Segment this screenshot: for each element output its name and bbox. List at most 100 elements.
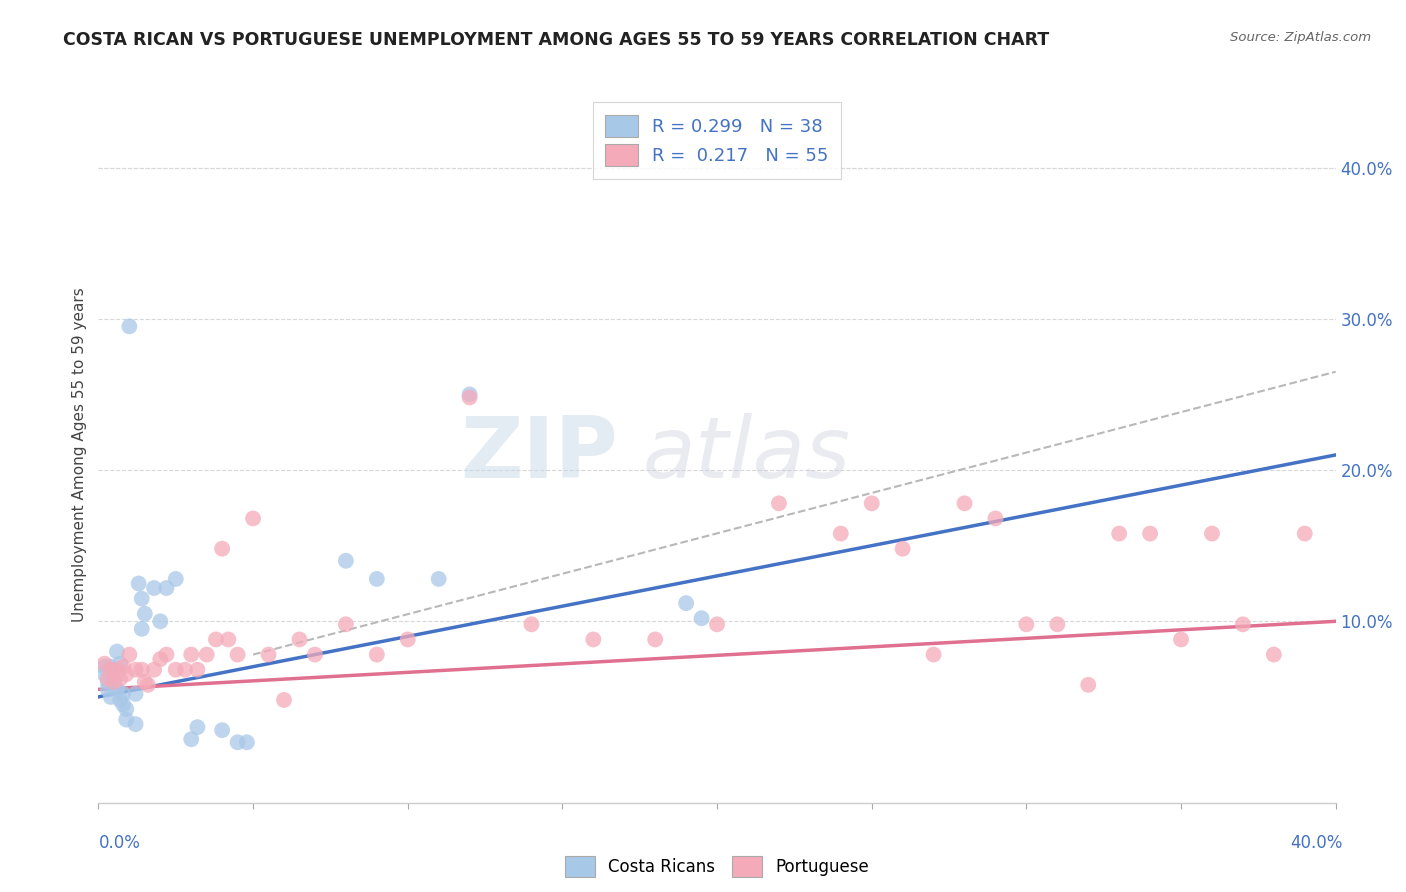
Point xyxy=(1077,678,1099,692)
Point xyxy=(131,591,153,606)
Point xyxy=(1263,648,1285,662)
Point xyxy=(830,526,852,541)
Point xyxy=(1170,632,1192,647)
Point xyxy=(134,607,156,621)
Point xyxy=(205,632,228,647)
Point xyxy=(131,663,153,677)
Point xyxy=(165,572,187,586)
Point xyxy=(335,617,357,632)
Point xyxy=(257,648,280,662)
Point xyxy=(131,622,153,636)
Point xyxy=(124,687,146,701)
Text: atlas: atlas xyxy=(643,413,851,497)
Point xyxy=(115,713,138,727)
Point xyxy=(186,720,208,734)
Point xyxy=(115,667,138,681)
Point xyxy=(180,648,202,662)
Point xyxy=(304,648,326,662)
Point xyxy=(124,717,146,731)
Point xyxy=(149,615,172,629)
Point xyxy=(100,663,122,677)
Point xyxy=(335,554,357,568)
Point xyxy=(93,667,115,681)
Point xyxy=(366,572,388,586)
Point xyxy=(366,648,388,662)
Point xyxy=(97,682,120,697)
Point xyxy=(891,541,914,556)
Point xyxy=(582,632,605,647)
Text: ZIP: ZIP xyxy=(460,413,619,497)
Point xyxy=(103,674,125,689)
Point xyxy=(136,678,159,692)
Point xyxy=(953,496,976,510)
Point xyxy=(97,672,120,686)
Point xyxy=(706,617,728,632)
Point xyxy=(100,659,122,673)
Point xyxy=(288,632,311,647)
Point xyxy=(1232,617,1254,632)
Text: COSTA RICAN VS PORTUGUESE UNEMPLOYMENT AMONG AGES 55 TO 59 YEARS CORRELATION CHA: COSTA RICAN VS PORTUGUESE UNEMPLOYMENT A… xyxy=(63,31,1049,49)
Point xyxy=(195,648,218,662)
Point xyxy=(690,611,713,625)
Text: Source: ZipAtlas.com: Source: ZipAtlas.com xyxy=(1230,31,1371,45)
Point xyxy=(1015,617,1038,632)
Text: 0.0%: 0.0% xyxy=(98,834,141,852)
Point xyxy=(108,672,131,686)
Point xyxy=(427,572,450,586)
Point xyxy=(155,581,177,595)
Point xyxy=(149,652,172,666)
Point xyxy=(242,511,264,525)
Point xyxy=(520,617,543,632)
Point xyxy=(236,735,259,749)
Point xyxy=(644,632,666,647)
Point xyxy=(112,687,135,701)
Point xyxy=(118,648,141,662)
Point xyxy=(458,387,481,401)
Point xyxy=(860,496,883,510)
Point xyxy=(1046,617,1069,632)
Point xyxy=(1201,526,1223,541)
Point xyxy=(1294,526,1316,541)
Point xyxy=(105,663,128,677)
Y-axis label: Unemployment Among Ages 55 to 59 years: Unemployment Among Ages 55 to 59 years xyxy=(72,287,87,623)
Point xyxy=(103,663,125,677)
Point xyxy=(458,391,481,405)
Point xyxy=(103,674,125,689)
Point xyxy=(93,657,115,671)
Point xyxy=(115,702,138,716)
Point xyxy=(211,541,233,556)
Point xyxy=(768,496,790,510)
Text: 40.0%: 40.0% xyxy=(1291,834,1343,852)
Point xyxy=(1139,526,1161,541)
Point xyxy=(675,596,697,610)
Point xyxy=(124,663,146,677)
Point xyxy=(186,663,208,677)
Point xyxy=(100,690,122,704)
Point xyxy=(112,659,135,673)
Point xyxy=(93,659,115,673)
Point xyxy=(143,663,166,677)
Point xyxy=(217,632,239,647)
Point xyxy=(128,576,150,591)
Point xyxy=(1108,526,1130,541)
Point xyxy=(105,682,128,697)
Point xyxy=(105,644,128,658)
Point xyxy=(165,663,187,677)
Point xyxy=(396,632,419,647)
Point xyxy=(273,693,295,707)
Point xyxy=(134,674,156,689)
Point xyxy=(112,698,135,712)
Point xyxy=(922,648,945,662)
Point xyxy=(226,735,249,749)
Point xyxy=(226,648,249,662)
Point xyxy=(108,657,131,671)
Point xyxy=(108,693,131,707)
Point xyxy=(174,663,197,677)
Point xyxy=(155,648,177,662)
Point xyxy=(211,723,233,738)
Point xyxy=(180,732,202,747)
Legend: Costa Ricans, Portuguese: Costa Ricans, Portuguese xyxy=(557,848,877,885)
Point xyxy=(97,674,120,689)
Point xyxy=(143,581,166,595)
Point xyxy=(984,511,1007,525)
